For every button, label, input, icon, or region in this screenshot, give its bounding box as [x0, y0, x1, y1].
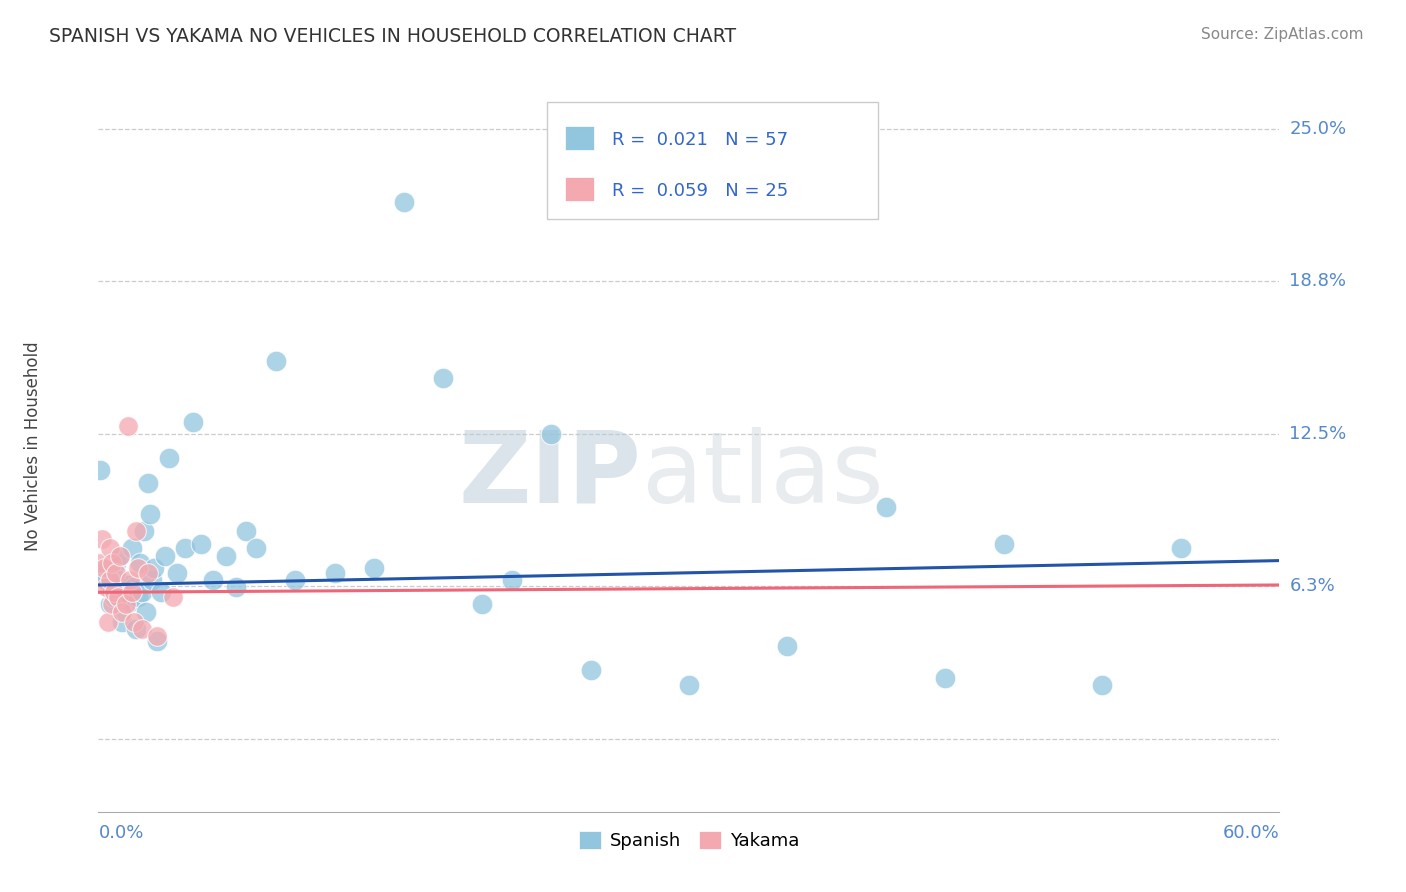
Point	[150, 585, 173, 599]
Point	[141, 573, 163, 587]
Point	[471, 598, 494, 612]
Point	[97, 615, 120, 629]
Text: No Vehicles in Household: No Vehicles in Household	[24, 341, 42, 551]
Point	[174, 541, 197, 556]
Point	[98, 573, 121, 587]
Point	[284, 573, 307, 587]
Point	[245, 541, 267, 556]
Point	[89, 556, 111, 570]
FancyBboxPatch shape	[565, 126, 595, 150]
Point	[934, 671, 956, 685]
Point	[111, 615, 134, 629]
Point	[108, 549, 131, 563]
Text: 6.3%: 6.3%	[1289, 577, 1336, 595]
FancyBboxPatch shape	[565, 178, 595, 201]
Point	[162, 590, 184, 604]
Point	[107, 573, 129, 587]
Point	[127, 590, 149, 604]
Point	[392, 195, 415, 210]
Point	[190, 536, 212, 550]
Point	[157, 451, 180, 466]
Point	[108, 549, 131, 563]
Point	[146, 634, 169, 648]
Point	[166, 566, 188, 580]
Point	[107, 590, 129, 604]
Point	[264, 353, 287, 368]
Point	[122, 615, 145, 629]
Point	[101, 556, 124, 570]
Point	[501, 573, 523, 587]
Point	[146, 629, 169, 643]
Point	[117, 578, 139, 592]
Point	[131, 585, 153, 599]
FancyBboxPatch shape	[547, 103, 877, 219]
Point	[89, 463, 111, 477]
Text: R =  0.059   N = 25: R = 0.059 N = 25	[612, 183, 789, 201]
Point	[105, 566, 128, 580]
Point	[1091, 678, 1114, 692]
Point	[125, 524, 148, 539]
Point	[97, 561, 120, 575]
Point	[181, 415, 204, 429]
Text: 25.0%: 25.0%	[1289, 120, 1347, 138]
Point	[96, 573, 118, 587]
Point	[127, 561, 149, 575]
Point	[98, 541, 121, 556]
Point	[111, 605, 134, 619]
Point	[540, 426, 562, 441]
Point	[432, 370, 454, 384]
Point	[776, 639, 799, 653]
Point	[96, 581, 118, 595]
Text: 12.5%: 12.5%	[1289, 425, 1347, 442]
Point	[115, 598, 138, 612]
Text: atlas: atlas	[641, 426, 883, 524]
Point	[98, 598, 121, 612]
Text: 0.0%: 0.0%	[98, 824, 143, 842]
Point	[118, 595, 141, 609]
Legend: Spanish, Yakama: Spanish, Yakama	[579, 830, 799, 850]
Point	[678, 678, 700, 692]
Point	[103, 585, 125, 599]
Point	[125, 622, 148, 636]
Point	[993, 536, 1015, 550]
Point	[122, 581, 145, 595]
Point	[155, 549, 177, 563]
Text: ZIP: ZIP	[458, 426, 641, 524]
Text: SPANISH VS YAKAMA NO VEHICLES IN HOUSEHOLD CORRELATION CHART: SPANISH VS YAKAMA NO VEHICLES IN HOUSEHO…	[49, 27, 737, 45]
Point	[225, 581, 247, 595]
Point	[201, 573, 224, 587]
Text: 60.0%: 60.0%	[1223, 824, 1279, 842]
Point	[136, 475, 159, 490]
Text: 18.8%: 18.8%	[1289, 272, 1347, 291]
Point	[142, 561, 165, 575]
Point	[235, 524, 257, 539]
Text: Source: ZipAtlas.com: Source: ZipAtlas.com	[1201, 27, 1364, 42]
Point	[323, 566, 346, 580]
Point	[118, 573, 141, 587]
Point	[121, 585, 143, 599]
Point	[1170, 541, 1192, 556]
Point	[91, 532, 114, 546]
Point	[101, 585, 124, 599]
Point	[105, 556, 128, 570]
Point	[117, 419, 139, 434]
Point	[138, 508, 160, 522]
Point	[875, 500, 897, 514]
Point	[93, 561, 115, 575]
Point	[363, 561, 385, 575]
Point	[112, 585, 135, 599]
Point	[121, 541, 143, 556]
Point	[115, 590, 138, 604]
Text: R =  0.021   N = 57: R = 0.021 N = 57	[612, 131, 789, 149]
Point	[93, 566, 115, 580]
Point	[131, 622, 153, 636]
Point	[136, 566, 159, 580]
Point	[135, 605, 157, 619]
Point	[132, 524, 155, 539]
Point	[579, 663, 602, 677]
Point	[128, 556, 150, 570]
Point	[101, 598, 124, 612]
Point	[103, 590, 125, 604]
Point	[215, 549, 238, 563]
